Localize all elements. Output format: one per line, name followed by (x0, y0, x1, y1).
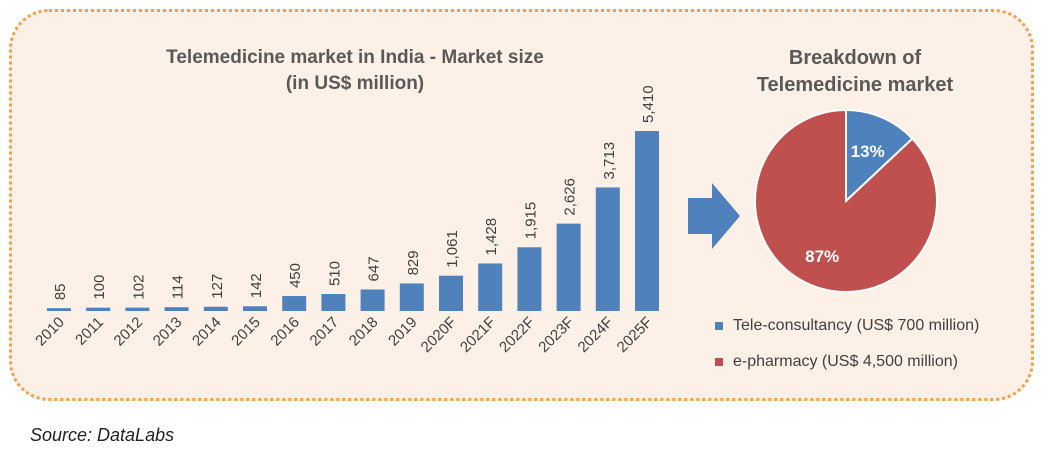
bar-2019 (399, 283, 424, 311)
legend-swatch-icon (715, 322, 723, 330)
pie-slice-tele-consultancy (845, 108, 914, 204)
bar-value-label: 450 (287, 263, 304, 288)
legend-label: Tele-consultancy (US$ 700 million) (733, 317, 980, 334)
bar-value-label: 5,410 (640, 85, 657, 123)
legend-label: e-pharmacy (US$ 4,500 million) (733, 353, 958, 370)
bar-value-label: 1,061 (444, 230, 461, 268)
x-tick-label: 2010 (32, 314, 68, 350)
bar-value-label: 100 (91, 275, 108, 300)
bar-2011 (86, 307, 111, 311)
pie-slice-e-pharmacy (754, 108, 938, 293)
bar-2018 (360, 289, 385, 311)
bar-2023F (556, 223, 581, 311)
source-note: Source: DataLabs (30, 425, 175, 445)
bar-value-label: 510 (326, 261, 343, 286)
x-tick-label: 2012 (111, 314, 147, 350)
bar-2025F (635, 131, 659, 311)
bar-2014 (203, 306, 228, 311)
legend-item-e-pharmacy: e-pharmacy (US$ 4,500 million) (715, 344, 979, 380)
x-tick-label: 2011 (72, 314, 107, 349)
x-tick-label: 2025F (614, 314, 656, 356)
pie-chart-title: Breakdown of Telemedicine market (730, 45, 980, 99)
x-tick-label: 2023F (535, 314, 577, 356)
x-tick-label: 2019 (385, 314, 421, 350)
x-tick-label: 2024F (575, 314, 617, 356)
bar-chart: 8520101002011102201211420131272014142201… (32, 85, 659, 356)
bar-value-label: 142 (248, 273, 265, 298)
x-tick-label: 2018 (346, 314, 382, 350)
bar-value-label: 647 (366, 256, 383, 281)
bar-chart-title: Telemedicine market in India - Market si… (95, 45, 615, 97)
bar-chart-title-line2: (in US$ million) (285, 73, 425, 94)
pie-legend: Tele-consultancy (US$ 700 million) e-pha… (715, 308, 979, 380)
bar-2012 (125, 307, 150, 311)
x-tick-label: 2015 (228, 314, 264, 350)
x-tick-label: 2020F (418, 314, 460, 356)
bar-2021F (478, 263, 503, 311)
x-tick-label: 2013 (150, 314, 186, 350)
x-tick-label: 2016 (267, 314, 303, 350)
x-tick-label: 2021F (457, 314, 499, 356)
bar-value-label: 85 (52, 283, 69, 300)
bar-2010 (47, 308, 71, 311)
pie-chart-title-line1: Breakdown of (788, 47, 922, 69)
bar-value-label: 127 (209, 274, 226, 299)
right-arrow-icon (688, 183, 740, 249)
pie-percent-label: 13% (851, 142, 885, 161)
bar-2020F (439, 275, 463, 311)
legend-item-tele-consultancy: Tele-consultancy (US$ 700 million) (715, 308, 979, 344)
pie-chart-title-line2: Telemedicine market (756, 74, 954, 96)
x-tick-label: 2017 (307, 314, 343, 350)
bar-2017 (321, 294, 346, 311)
bar-chart-title-line1: Telemedicine market in India - Market si… (166, 47, 544, 68)
bar-2022F (517, 247, 542, 311)
pie-percent-label: 87% (805, 247, 839, 266)
bar-value-label: 2,626 (562, 178, 579, 216)
bar-value-label: 829 (405, 250, 422, 275)
bar-value-label: 114 (170, 275, 187, 299)
bar-2013 (164, 307, 189, 311)
bar-2024F (595, 187, 620, 311)
pie-chart: 13% 87% (754, 108, 938, 293)
bar-2015 (243, 306, 267, 311)
bar-value-label: 1,428 (483, 218, 500, 256)
x-tick-label: 2014 (189, 314, 225, 350)
bar-value-label: 1,915 (522, 202, 539, 240)
bar-value-label: 3,713 (601, 142, 618, 180)
x-tick-label: 2022F (496, 314, 538, 356)
bar-value-label: 102 (130, 275, 147, 300)
legend-swatch-icon (715, 358, 723, 366)
bar-2016 (282, 296, 307, 311)
